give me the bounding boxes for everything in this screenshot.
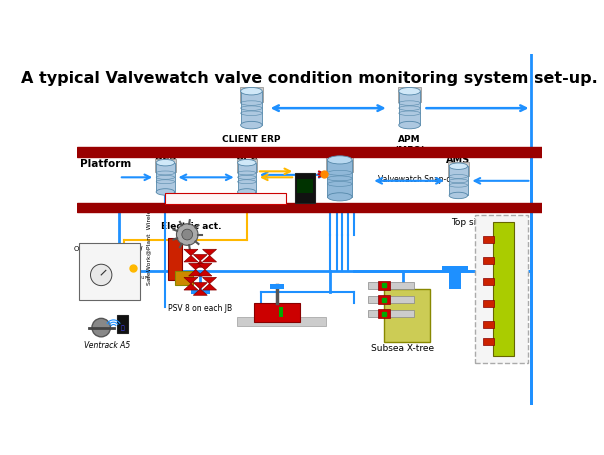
- Circle shape: [92, 318, 111, 337]
- Text: Valvewatch Snap-on: Valvewatch Snap-on: [378, 174, 455, 183]
- Bar: [117, 316, 128, 333]
- Bar: [77, 147, 542, 157]
- Text: CLIENT ERP: CLIENT ERP: [222, 135, 281, 144]
- Polygon shape: [202, 278, 217, 284]
- Text: NOTE 1: NOTE 1: [170, 200, 190, 205]
- Text: Platform: Platform: [80, 158, 131, 168]
- Polygon shape: [193, 283, 207, 289]
- Text: PSV 8 on each JB: PSV 8 on each JB: [168, 303, 233, 312]
- Polygon shape: [184, 278, 198, 284]
- Bar: [168, 238, 182, 281]
- Bar: [327, 161, 352, 197]
- Text: Subsea X-tree: Subsea X-tree: [371, 344, 434, 353]
- Text: Ventrack A5: Ventrack A5: [283, 205, 329, 213]
- Text: VALVEWATCH: VALVEWATCH: [322, 147, 358, 152]
- Ellipse shape: [240, 122, 262, 130]
- Text: A typical Valvewatch valve condition monitoring system set-up.: A typical Valvewatch valve condition mon…: [21, 71, 598, 86]
- Bar: [378, 309, 390, 318]
- Bar: [295, 174, 315, 203]
- Text: CBM: CBM: [297, 206, 313, 215]
- Text: SafeWork@Plant  Wireless: SafeWork@Plant Wireless: [147, 203, 152, 285]
- Bar: [270, 284, 284, 289]
- Polygon shape: [202, 256, 217, 263]
- Text: DCS: DCS: [154, 152, 176, 162]
- Bar: [297, 180, 313, 193]
- Circle shape: [176, 224, 198, 246]
- Text: APM
(MFO): APM (MFO): [394, 135, 425, 155]
- Bar: [483, 300, 494, 307]
- Bar: [191, 290, 210, 294]
- Ellipse shape: [449, 164, 467, 170]
- Polygon shape: [198, 270, 212, 276]
- Bar: [77, 203, 542, 213]
- FancyBboxPatch shape: [448, 163, 469, 176]
- Ellipse shape: [449, 193, 467, 199]
- Text: Top side X-tree: Top side X-tree: [451, 217, 518, 227]
- Ellipse shape: [327, 157, 352, 165]
- Bar: [483, 321, 494, 328]
- Bar: [378, 295, 390, 304]
- Bar: [449, 268, 461, 289]
- Bar: [483, 258, 494, 265]
- Text: Ventrack A5: Ventrack A5: [84, 340, 130, 349]
- Polygon shape: [193, 289, 207, 296]
- Polygon shape: [184, 250, 198, 256]
- Bar: [368, 283, 414, 289]
- Ellipse shape: [156, 189, 175, 196]
- Bar: [378, 281, 390, 290]
- Text: OPC: OPC: [236, 152, 258, 162]
- FancyBboxPatch shape: [240, 88, 263, 103]
- Polygon shape: [202, 284, 217, 290]
- Polygon shape: [193, 261, 207, 268]
- Polygon shape: [188, 264, 202, 270]
- Bar: [442, 267, 467, 272]
- Bar: [237, 163, 256, 192]
- Bar: [368, 311, 414, 317]
- FancyBboxPatch shape: [237, 160, 257, 172]
- Polygon shape: [184, 256, 198, 263]
- Ellipse shape: [237, 160, 256, 167]
- Polygon shape: [188, 270, 202, 276]
- Text: Modbus  Diagnostic data from Rotork: Modbus Diagnostic data from Rotork: [170, 196, 273, 201]
- Bar: [384, 289, 431, 342]
- Text: Ⓑ: Ⓑ: [121, 325, 124, 331]
- Circle shape: [182, 230, 193, 240]
- Text: AMS: AMS: [446, 155, 471, 165]
- Polygon shape: [202, 250, 217, 256]
- Ellipse shape: [327, 193, 352, 202]
- Bar: [493, 223, 514, 356]
- Ellipse shape: [237, 189, 256, 196]
- Polygon shape: [184, 284, 198, 290]
- Polygon shape: [198, 264, 212, 270]
- Text: Database: Database: [320, 151, 360, 160]
- Bar: [483, 237, 494, 244]
- Ellipse shape: [399, 122, 420, 130]
- Ellipse shape: [240, 88, 262, 96]
- Ellipse shape: [399, 88, 420, 96]
- FancyBboxPatch shape: [155, 160, 176, 172]
- Bar: [399, 92, 420, 126]
- FancyBboxPatch shape: [397, 88, 422, 103]
- Bar: [483, 339, 494, 345]
- Bar: [165, 193, 286, 205]
- Bar: [483, 279, 494, 286]
- Ellipse shape: [156, 160, 175, 167]
- Bar: [279, 307, 283, 318]
- Circle shape: [91, 265, 112, 286]
- Bar: [79, 244, 140, 300]
- Text: Pressure
Temperature
Flow: Pressure Temperature Flow: [117, 268, 150, 285]
- Bar: [237, 318, 326, 326]
- Bar: [240, 92, 262, 126]
- Text: Electric act.: Electric act.: [161, 221, 221, 230]
- Bar: [475, 216, 528, 363]
- Bar: [254, 303, 300, 323]
- FancyBboxPatch shape: [326, 156, 353, 172]
- Text: OPC interface toVW: OPC interface toVW: [74, 246, 143, 252]
- Bar: [175, 272, 193, 286]
- Polygon shape: [193, 255, 207, 261]
- Bar: [449, 167, 467, 196]
- Bar: [368, 297, 414, 303]
- Bar: [156, 163, 175, 192]
